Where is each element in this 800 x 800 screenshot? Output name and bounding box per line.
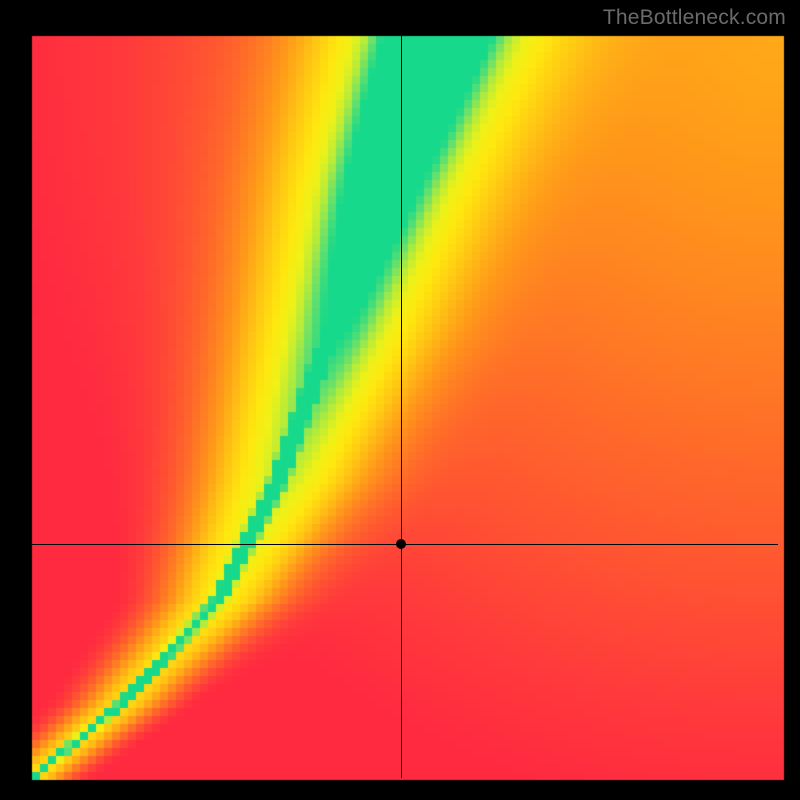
chart-container: TheBottleneck.com [0, 0, 800, 800]
crosshair-vertical [401, 36, 402, 778]
watermark-text: TheBottleneck.com [603, 6, 786, 30]
